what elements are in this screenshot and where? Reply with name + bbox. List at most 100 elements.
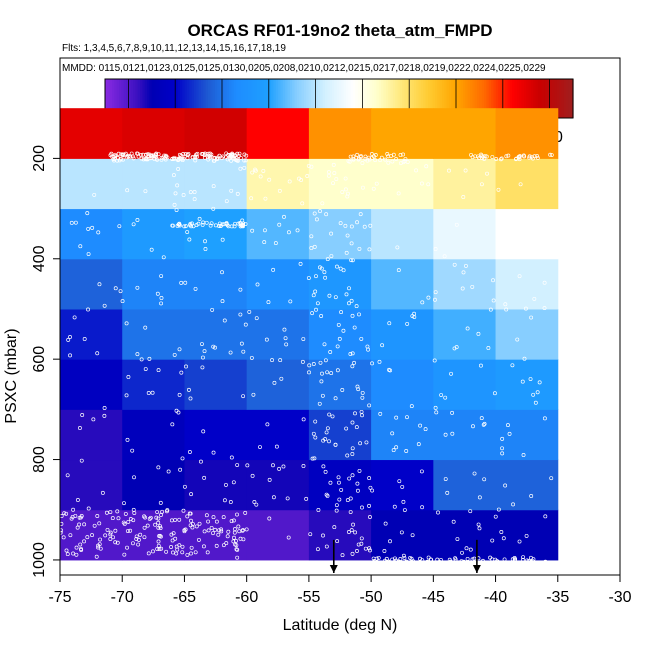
flight-sample-marker [314,307,318,312]
x-tick-label: -40 [484,589,507,606]
flight-sample-marker [348,352,353,356]
flight-sample-marker [136,154,141,159]
flight-sample-marker [189,518,193,523]
colorbar-segment [367,79,371,118]
flight-sample-marker [304,496,309,501]
flight-sample-marker [500,451,505,456]
flight-sample-marker [336,475,341,480]
flight-sample-marker [187,450,192,454]
flight-sample-marker [102,406,107,410]
flight-sample-marker [86,307,90,312]
flight-sample-marker [181,156,186,161]
flight-sample-marker [515,225,520,230]
colorbar-segment [427,79,431,118]
flight-sample-marker [397,560,402,565]
flight-sample-marker [325,426,330,431]
flight-sample-marker [85,211,90,216]
flight-sample-marker [341,328,346,333]
flight-sample-marker [321,464,326,469]
colorbar-segment [458,79,462,118]
flight-sample-marker [488,307,493,312]
colorbar-segment [563,79,567,118]
flight-sample-marker [178,467,183,472]
heatmap-cell [184,108,248,159]
flight-sample-marker [143,189,148,194]
flight-sample-marker [481,558,485,563]
flight-sample-marker [92,192,97,197]
flight-sample-marker [504,154,509,159]
flight-sample-marker [240,218,245,223]
flight-sample-marker [436,510,440,515]
colorbar-segment [348,79,352,118]
flight-sample-marker [156,525,161,530]
flight-sample-marker [543,514,548,519]
flight-sample-marker [282,214,286,219]
flight-sample-marker [543,559,548,564]
flight-sample-marker [360,395,365,400]
flight-sample-marker [126,153,131,158]
colorbar-segment [317,79,321,118]
flight-sample-marker [189,545,194,550]
flight-sample-marker [238,221,242,225]
flight-sample-marker [461,195,466,199]
flight-sample-marker [197,216,202,221]
flight-sample-marker [349,258,354,263]
flight-sample-marker [521,555,526,560]
flight-sample-marker [252,500,257,504]
flight-sample-marker [425,559,430,564]
flight-sample-marker [160,509,165,514]
flight-sample-marker [155,510,160,514]
colorbar-segment [233,79,237,118]
colorbar-segment [172,79,176,118]
flight-sample-marker [181,152,186,156]
heatmap-cell [60,308,123,360]
flight-sample-marker [382,549,387,553]
flight-sample-marker [245,463,250,468]
flight-sample-marker [116,151,121,156]
colorbar-segment [420,79,424,118]
flight-sample-marker [394,445,399,450]
flight-sample-marker [348,510,353,514]
colorbar-segment [240,79,244,118]
flight-sample-marker [234,156,239,161]
flight-sample-marker [286,535,291,540]
flight-sample-marker [424,164,429,169]
colorbar-segment [392,79,396,118]
flight-sample-marker [195,151,200,156]
flight-sample-marker [86,506,91,511]
flight-sample-marker [511,502,516,507]
flight-sample-marker [323,275,328,280]
flight-sample-marker [371,186,376,191]
heatmap-cell [495,258,559,310]
flight-sample-marker [567,153,572,158]
flight-sample-marker [79,514,84,518]
flight-sample-marker [343,187,348,192]
flight-sample-marker [400,484,405,489]
colorbar-segment [364,79,368,118]
flight-sample-marker [238,287,243,292]
heatmap-cell [495,409,559,461]
flight-sample-marker [64,548,69,553]
flight-sample-marker [564,155,568,159]
colorbar-segment [331,79,335,118]
flight-sample-marker [211,450,216,455]
flight-sample-marker [250,473,255,478]
flight-sample-marker [479,182,484,187]
flight-sample-marker [86,226,91,231]
colorbar-segment [186,79,190,118]
flight-sample-marker [108,537,113,541]
flight-sample-marker [235,547,240,552]
flight-sample-marker [386,559,391,564]
colorbar-segment [163,79,167,118]
flight-sample-marker [136,542,141,547]
flight-sample-marker [409,404,414,409]
flight-sample-marker [337,480,341,485]
flight-sample-marker [230,151,235,156]
flight-sample-marker [359,541,364,546]
flight-sample-marker [356,387,361,392]
heatmap-cell [246,359,310,410]
flight-sample-marker [340,388,345,392]
flight-sample-marker [357,246,362,251]
flight-sample-marker [155,291,160,296]
